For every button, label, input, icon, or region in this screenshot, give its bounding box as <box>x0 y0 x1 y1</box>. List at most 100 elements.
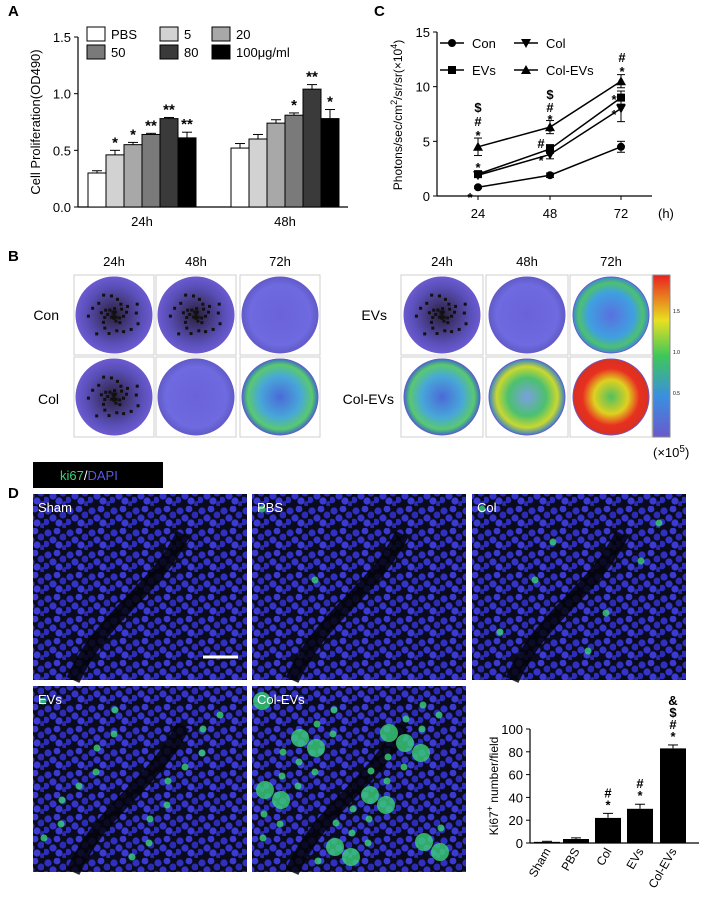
image-label: EVs <box>38 692 62 707</box>
dark-pixel <box>112 395 116 399</box>
scale-tick-label: 0.5 <box>673 391 680 397</box>
dark-pixel <box>438 315 442 319</box>
dark-pixel <box>136 322 140 326</box>
dark-pixel <box>103 397 107 401</box>
significance-mark: # <box>636 776 644 791</box>
dark-pixel <box>196 319 200 323</box>
tissue-gap <box>66 530 190 683</box>
y-tick-label: 100 <box>501 722 523 737</box>
ki67-positive-cell <box>111 706 119 714</box>
ki67-positive-cell <box>276 820 284 828</box>
panel-label-d: D <box>8 485 19 502</box>
dark-pixel <box>111 310 115 314</box>
y-axis-label-part: 2 <box>389 100 399 105</box>
dark-pixel <box>113 389 117 393</box>
image-label: PBS <box>257 500 283 515</box>
bar <box>627 808 653 843</box>
channel-legend-part: / <box>84 468 88 483</box>
significance-mark: # <box>604 785 612 800</box>
channel-legend: ki67/DAPI <box>60 468 118 483</box>
y-axis-label-part: Photons/sec/cm <box>391 105 405 190</box>
legend-label: Col <box>546 36 566 51</box>
dark-pixel <box>99 393 103 397</box>
bar <box>230 147 250 208</box>
ki67-positive-cell <box>349 805 357 813</box>
ki67-positive-cell <box>92 768 100 776</box>
marker-triangle-up <box>473 141 483 151</box>
ki67-positive-cell <box>253 692 271 710</box>
dark-pixel <box>450 314 454 318</box>
ki67-positive-cell <box>164 777 172 785</box>
dark-pixel <box>194 316 198 320</box>
dark-pixel <box>439 310 443 314</box>
channel-legend-part: ki67 <box>60 468 84 483</box>
dark-pixel <box>440 316 444 320</box>
series-Con <box>474 140 625 192</box>
time-label: 72h <box>269 254 291 269</box>
significance-mark: * <box>605 797 611 812</box>
dark-pixel <box>114 319 118 323</box>
x-axis-label: (h) <box>658 206 674 221</box>
channel-legend-box <box>33 462 163 488</box>
panel-label-c: C <box>374 3 385 20</box>
panel-label-a: A <box>8 3 19 20</box>
time-label: 72h <box>600 254 622 269</box>
ki67-positive-cell <box>367 767 375 775</box>
dark-pixel <box>104 308 108 312</box>
dark-pixel <box>423 332 427 336</box>
marker-triangle-up <box>616 76 626 86</box>
dark-pixel <box>125 386 129 390</box>
marker-triangle-down <box>521 39 531 48</box>
dark-pixel <box>95 332 99 336</box>
ki67-positive-cell <box>326 838 344 856</box>
y-axis-label: Cell Proliferation(OD490) <box>28 49 43 194</box>
dark-pixel <box>115 329 119 333</box>
dark-pixel <box>173 306 177 310</box>
dark-pixel <box>200 316 204 320</box>
dark-pixel <box>437 294 441 298</box>
marker-circle <box>474 183 482 192</box>
scale-unit-part: 5 <box>679 444 685 455</box>
dark-pixel <box>125 304 129 308</box>
scale-tick-label: 1.0 <box>673 350 680 356</box>
dark-pixel <box>97 301 101 305</box>
image-label: Sham <box>38 500 72 515</box>
dark-pixel <box>91 388 95 392</box>
ki67-positive-cell <box>314 857 322 865</box>
dark-pixel <box>189 332 193 336</box>
dark-pixel <box>103 408 107 412</box>
dark-pixel <box>211 327 215 331</box>
dark-pixel <box>190 308 194 312</box>
dark-pixel <box>196 315 200 319</box>
ki67-positive-cell <box>402 715 410 723</box>
dark-pixel <box>122 330 126 334</box>
ki67-positive-cell <box>380 724 398 742</box>
bar <box>87 172 107 208</box>
ki67-positive-cell <box>198 749 206 757</box>
significance-mark: * <box>538 153 544 168</box>
ki67-positive-cell <box>330 706 338 714</box>
dark-pixel <box>124 310 128 314</box>
y-axis-label-part: number/field <box>487 737 501 806</box>
dark-pixel <box>448 307 452 311</box>
ki67-positive-cell <box>145 839 153 847</box>
ki67-positive-cell <box>181 763 189 771</box>
ki67-positive-cell <box>313 720 321 728</box>
dark-pixel <box>134 393 138 397</box>
dark-pixel <box>193 310 197 314</box>
y-tick-label: 80 <box>509 745 523 760</box>
significance-mark: * <box>670 729 676 744</box>
bar <box>534 841 560 843</box>
significance-mark: * <box>547 124 553 139</box>
ki67-positive-cell <box>531 576 539 584</box>
y-axis-label-part: /sr/sr(×10 <box>391 48 405 99</box>
x-tick-label: EVs <box>623 846 646 872</box>
legend-label: 50 <box>111 45 125 60</box>
dark-pixel <box>95 414 99 418</box>
significance-mark: # <box>669 717 677 732</box>
ki67-positive-cell <box>259 834 267 842</box>
dark-pixel <box>112 313 116 317</box>
